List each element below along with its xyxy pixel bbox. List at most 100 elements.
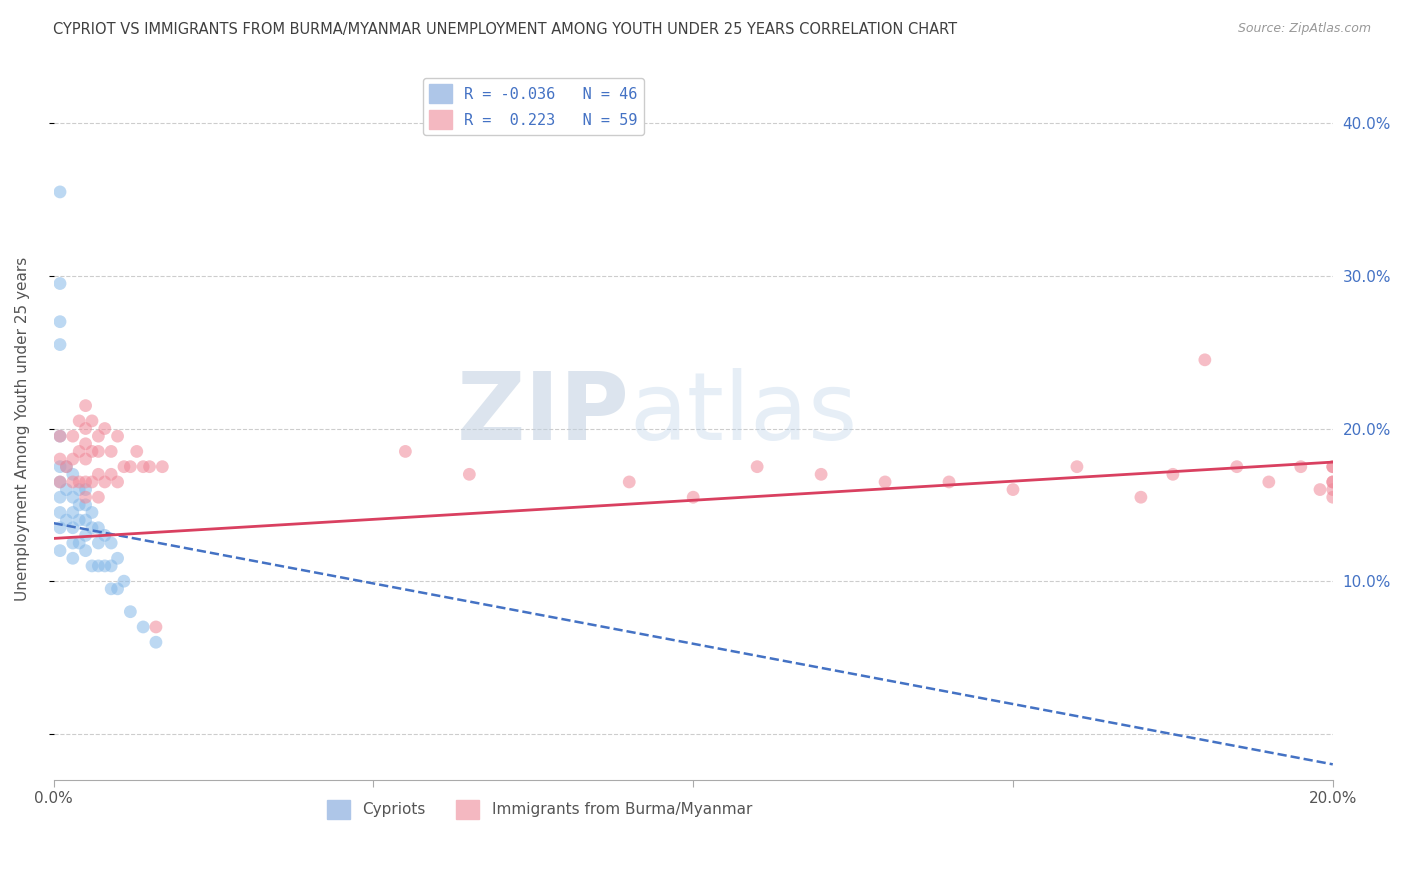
- Point: [458, 467, 481, 482]
- Point: [1322, 459, 1344, 474]
- Point: [1322, 459, 1344, 474]
- Point: [67, 475, 90, 489]
- Point: [145, 620, 167, 634]
- Point: [49, 506, 72, 520]
- Point: [619, 475, 641, 489]
- Point: [94, 475, 117, 489]
- Point: [87, 536, 110, 550]
- Point: [810, 467, 832, 482]
- Point: [138, 459, 160, 474]
- Point: [67, 498, 90, 512]
- Point: [75, 498, 97, 512]
- Point: [49, 185, 72, 199]
- Point: [49, 429, 72, 443]
- Point: [1289, 459, 1312, 474]
- Point: [75, 399, 97, 413]
- Point: [120, 459, 142, 474]
- Point: [1161, 467, 1184, 482]
- Point: [75, 437, 97, 451]
- Point: [100, 536, 122, 550]
- Point: [132, 620, 155, 634]
- Point: [150, 459, 173, 474]
- Point: [132, 459, 155, 474]
- Point: [75, 421, 97, 435]
- Point: [80, 414, 103, 428]
- Point: [62, 452, 84, 467]
- Point: [1001, 483, 1024, 497]
- Point: [67, 414, 90, 428]
- Point: [1322, 483, 1344, 497]
- Point: [873, 475, 896, 489]
- Point: [747, 459, 769, 474]
- Point: [87, 521, 110, 535]
- Point: [55, 459, 77, 474]
- Point: [1322, 475, 1344, 489]
- Point: [55, 459, 77, 474]
- Point: [80, 506, 103, 520]
- Point: [49, 337, 72, 351]
- Point: [80, 475, 103, 489]
- Point: [75, 543, 97, 558]
- Point: [55, 483, 77, 497]
- Text: Source: ZipAtlas.com: Source: ZipAtlas.com: [1237, 22, 1371, 36]
- Legend: Cypriots, Immigrants from Burma/Myanmar: Cypriots, Immigrants from Burma/Myanmar: [322, 794, 758, 824]
- Point: [49, 277, 72, 291]
- Point: [62, 467, 84, 482]
- Point: [49, 452, 72, 467]
- Point: [100, 444, 122, 458]
- Point: [112, 459, 135, 474]
- Y-axis label: Unemployment Among Youth under 25 years: Unemployment Among Youth under 25 years: [15, 256, 30, 600]
- Point: [87, 444, 110, 458]
- Point: [107, 551, 129, 566]
- Point: [112, 574, 135, 589]
- Point: [94, 421, 117, 435]
- Point: [938, 475, 960, 489]
- Point: [100, 582, 122, 596]
- Point: [67, 536, 90, 550]
- Point: [75, 528, 97, 542]
- Point: [49, 475, 72, 489]
- Text: ZIP: ZIP: [457, 368, 630, 460]
- Point: [80, 558, 103, 573]
- Point: [100, 467, 122, 482]
- Point: [1322, 490, 1344, 504]
- Point: [67, 444, 90, 458]
- Point: [120, 605, 142, 619]
- Point: [49, 475, 72, 489]
- Point: [107, 429, 129, 443]
- Point: [1194, 352, 1216, 367]
- Point: [87, 490, 110, 504]
- Point: [62, 490, 84, 504]
- Point: [80, 521, 103, 535]
- Point: [62, 536, 84, 550]
- Point: [55, 513, 77, 527]
- Point: [67, 513, 90, 527]
- Text: atlas: atlas: [630, 368, 858, 460]
- Point: [87, 429, 110, 443]
- Point: [75, 490, 97, 504]
- Point: [125, 444, 148, 458]
- Point: [62, 551, 84, 566]
- Point: [100, 558, 122, 573]
- Point: [49, 490, 72, 504]
- Point: [1226, 459, 1249, 474]
- Point: [94, 528, 117, 542]
- Point: [75, 452, 97, 467]
- Point: [1257, 475, 1279, 489]
- Point: [107, 582, 129, 596]
- Point: [49, 429, 72, 443]
- Point: [75, 475, 97, 489]
- Point: [49, 459, 72, 474]
- Point: [107, 475, 129, 489]
- Point: [62, 429, 84, 443]
- Point: [67, 483, 90, 497]
- Point: [87, 467, 110, 482]
- Point: [1129, 490, 1152, 504]
- Point: [49, 521, 72, 535]
- Point: [394, 444, 416, 458]
- Point: [49, 543, 72, 558]
- Text: CYPRIOT VS IMMIGRANTS FROM BURMA/MYANMAR UNEMPLOYMENT AMONG YOUTH UNDER 25 YEARS: CYPRIOT VS IMMIGRANTS FROM BURMA/MYANMAR…: [53, 22, 957, 37]
- Point: [87, 558, 110, 573]
- Point: [75, 483, 97, 497]
- Point: [1066, 459, 1088, 474]
